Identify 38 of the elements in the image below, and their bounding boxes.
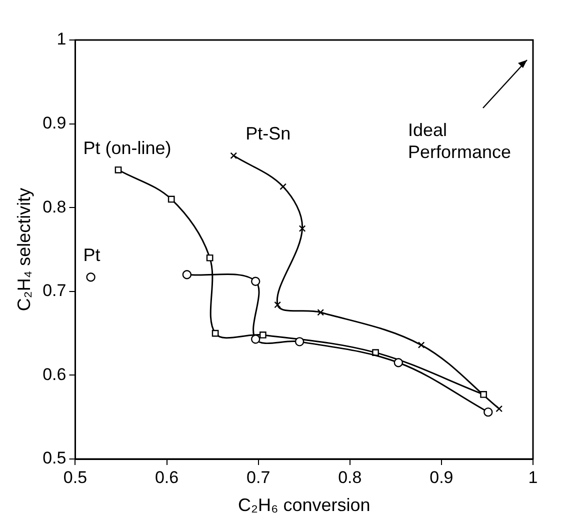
point bbox=[274, 301, 281, 308]
y-tick-label: 0.6 bbox=[42, 364, 66, 384]
point bbox=[230, 152, 238, 160]
x-tick-label: 0.9 bbox=[430, 468, 454, 487]
y-tick-label: 0.8 bbox=[42, 197, 66, 216]
point bbox=[298, 225, 306, 232]
point bbox=[484, 407, 493, 417]
point bbox=[168, 196, 175, 203]
x-axis-title: C₂H₆ conversion bbox=[238, 495, 370, 516]
point bbox=[418, 342, 425, 348]
y-tick-label: 0.5 bbox=[42, 448, 66, 468]
x-tick-label: 0.8 bbox=[338, 468, 362, 487]
y-tick-label: 0.9 bbox=[42, 113, 66, 132]
point bbox=[317, 308, 324, 316]
y-tick-label: 1 bbox=[56, 30, 66, 49]
point bbox=[250, 276, 260, 286]
point bbox=[259, 332, 266, 338]
annotation: Ideal Performance bbox=[408, 120, 512, 162]
x-tick-label: 0.7 bbox=[246, 468, 270, 487]
series-label: Pt-Sn bbox=[246, 124, 291, 144]
point bbox=[114, 166, 122, 174]
x-tick-label: 1 bbox=[528, 468, 538, 487]
point bbox=[212, 330, 219, 337]
x-tick-label: 0.5 bbox=[63, 468, 88, 487]
point bbox=[86, 272, 96, 282]
y-axis-title: C₂H₄ selectivity bbox=[14, 188, 34, 312]
x-tick-label: 0.6 bbox=[154, 468, 179, 487]
point bbox=[206, 254, 214, 262]
point bbox=[480, 391, 487, 398]
point bbox=[280, 183, 286, 190]
series-label: Pt (on-line) bbox=[83, 138, 172, 158]
point bbox=[182, 270, 192, 280]
y-tick-label: 0.7 bbox=[42, 281, 66, 300]
series-label: Pt bbox=[83, 245, 100, 266]
point bbox=[394, 358, 404, 368]
point bbox=[496, 405, 503, 412]
point bbox=[250, 334, 260, 344]
point bbox=[294, 337, 304, 346]
